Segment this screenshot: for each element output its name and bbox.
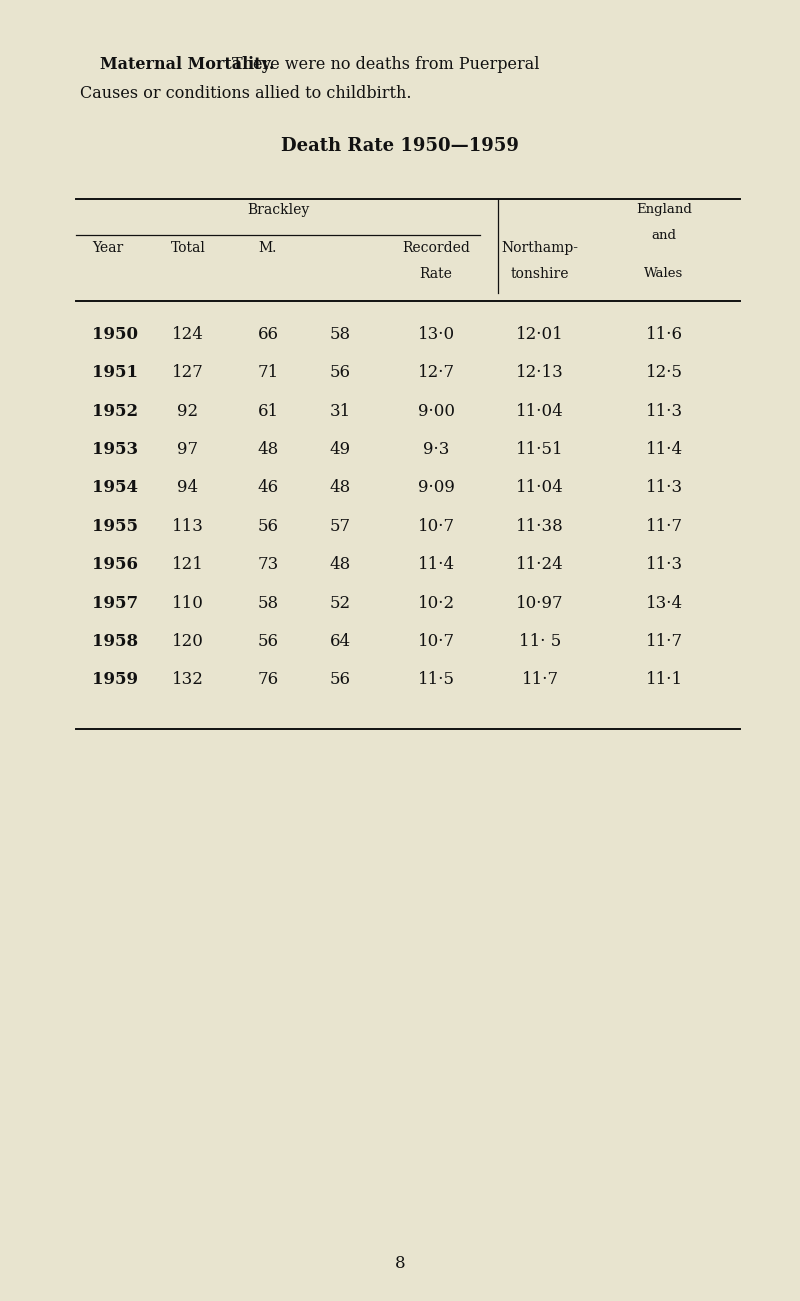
Text: 76: 76: [258, 671, 278, 688]
Text: 132: 132: [172, 671, 204, 688]
Text: Year: Year: [92, 241, 123, 255]
Text: 11·1: 11·1: [646, 671, 682, 688]
Text: 56: 56: [258, 518, 278, 535]
Text: 124: 124: [172, 325, 204, 343]
Text: 11·7: 11·7: [646, 632, 682, 650]
Text: Northamp-: Northamp-: [502, 241, 578, 255]
Text: 10·2: 10·2: [418, 595, 454, 611]
Text: 11·04: 11·04: [516, 402, 564, 420]
Text: 11·3: 11·3: [646, 479, 682, 497]
Text: 49: 49: [330, 441, 350, 458]
Text: 71: 71: [258, 364, 278, 381]
Text: Death Rate 1950—1959: Death Rate 1950—1959: [281, 137, 519, 155]
Text: 56: 56: [330, 671, 350, 688]
Text: 97: 97: [178, 441, 198, 458]
Text: and: and: [651, 229, 677, 242]
Text: 11·51: 11·51: [516, 441, 564, 458]
Text: 120: 120: [172, 632, 204, 650]
Text: 127: 127: [172, 364, 204, 381]
Text: M.: M.: [259, 241, 277, 255]
Text: 1957: 1957: [92, 595, 138, 611]
Text: 9·3: 9·3: [423, 441, 449, 458]
Text: 12·7: 12·7: [418, 364, 454, 381]
Text: 46: 46: [258, 479, 278, 497]
Text: 12·01: 12·01: [516, 325, 564, 343]
Text: 1951: 1951: [92, 364, 138, 381]
Text: 121: 121: [172, 556, 204, 574]
Text: Causes or conditions allied to childbirth.: Causes or conditions allied to childbirt…: [80, 85, 411, 101]
Text: 56: 56: [330, 364, 350, 381]
Text: 11·5: 11·5: [418, 671, 454, 688]
Text: Total: Total: [170, 241, 206, 255]
Text: 31: 31: [330, 402, 350, 420]
Text: 11·3: 11·3: [646, 402, 682, 420]
Text: tonshire: tonshire: [510, 267, 570, 281]
Text: 73: 73: [258, 556, 278, 574]
Text: Brackley: Brackley: [247, 203, 309, 217]
Text: 58: 58: [258, 595, 278, 611]
Text: 13·0: 13·0: [418, 325, 454, 343]
Text: 11·6: 11·6: [646, 325, 682, 343]
Text: 11· 5: 11· 5: [519, 632, 561, 650]
Text: 11·3: 11·3: [646, 556, 682, 574]
Text: 61: 61: [258, 402, 278, 420]
Text: 57: 57: [330, 518, 350, 535]
Text: 10·97: 10·97: [516, 595, 564, 611]
Text: 13·4: 13·4: [646, 595, 682, 611]
Text: There were no deaths from Puerperal: There were no deaths from Puerperal: [232, 56, 539, 73]
Text: 11·38: 11·38: [516, 518, 564, 535]
Text: 48: 48: [330, 479, 350, 497]
Text: Recorded: Recorded: [402, 241, 470, 255]
Text: 48: 48: [258, 441, 278, 458]
Text: 110: 110: [172, 595, 204, 611]
Text: 11·7: 11·7: [646, 518, 682, 535]
Text: 48: 48: [330, 556, 350, 574]
Text: 94: 94: [178, 479, 198, 497]
Text: Rate: Rate: [419, 267, 453, 281]
Text: 1954: 1954: [92, 479, 138, 497]
Text: 1956: 1956: [92, 556, 138, 574]
Text: 12·13: 12·13: [516, 364, 564, 381]
Text: 11·04: 11·04: [516, 479, 564, 497]
Text: 12·5: 12·5: [646, 364, 682, 381]
Text: 11·24: 11·24: [516, 556, 564, 574]
Text: England: England: [636, 203, 692, 216]
Text: 66: 66: [258, 325, 278, 343]
Text: 11·7: 11·7: [522, 671, 558, 688]
Text: 11·4: 11·4: [418, 556, 454, 574]
Text: 52: 52: [330, 595, 350, 611]
Text: Wales: Wales: [644, 267, 684, 280]
Text: 113: 113: [172, 518, 204, 535]
Text: 92: 92: [178, 402, 198, 420]
Text: 10·7: 10·7: [418, 632, 454, 650]
Text: 11·4: 11·4: [646, 441, 682, 458]
Text: 1950: 1950: [92, 325, 138, 343]
Text: Maternal Mortality.: Maternal Mortality.: [100, 56, 274, 73]
Text: 10·7: 10·7: [418, 518, 454, 535]
Text: 9·00: 9·00: [418, 402, 454, 420]
Text: 64: 64: [330, 632, 350, 650]
Text: 1959: 1959: [92, 671, 138, 688]
Text: 1953: 1953: [92, 441, 138, 458]
Text: 58: 58: [330, 325, 350, 343]
Text: 1955: 1955: [92, 518, 138, 535]
Text: 1958: 1958: [92, 632, 138, 650]
Text: 56: 56: [258, 632, 278, 650]
Text: 1952: 1952: [92, 402, 138, 420]
Text: 9·09: 9·09: [418, 479, 454, 497]
Text: 8: 8: [394, 1255, 406, 1272]
